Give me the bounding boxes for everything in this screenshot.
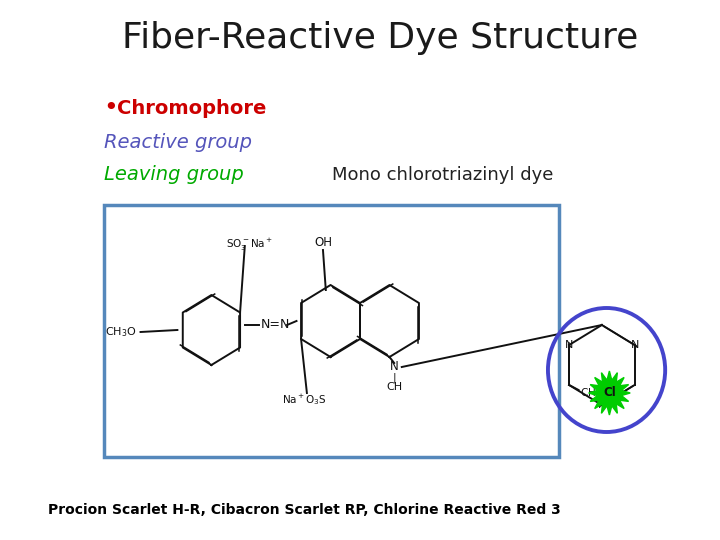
Text: •: • (104, 96, 118, 120)
Text: CH$_3$O: CH$_3$O (105, 325, 137, 339)
Text: |: | (392, 373, 396, 383)
Text: OH: OH (314, 237, 332, 249)
Text: N: N (631, 340, 639, 350)
Text: Chromophore: Chromophore (117, 98, 266, 118)
Text: CH$_3$: CH$_3$ (580, 386, 602, 400)
Text: Na$^+$O$_3$S: Na$^+$O$_3$S (282, 393, 326, 408)
Polygon shape (589, 371, 630, 415)
Text: N: N (598, 400, 606, 410)
Text: N=N: N=N (261, 319, 290, 332)
Text: Cl: Cl (603, 387, 616, 400)
Text: Fiber-Reactive Dye Structure: Fiber-Reactive Dye Structure (122, 21, 638, 55)
Text: SO$_3^-$Na$^+$: SO$_3^-$Na$^+$ (225, 237, 273, 253)
Text: Procion Scarlet H-R, Cibacron Scarlet RP, Chlorine Reactive Red 3: Procion Scarlet H-R, Cibacron Scarlet RP… (48, 503, 560, 517)
FancyBboxPatch shape (104, 205, 559, 457)
Text: Mono chlorotriazinyl dye: Mono chlorotriazinyl dye (333, 166, 554, 184)
Text: CH: CH (386, 382, 402, 392)
Text: Leaving group: Leaving group (104, 165, 243, 185)
Text: N: N (565, 340, 573, 350)
Text: Reactive group: Reactive group (104, 132, 252, 152)
Text: N: N (390, 361, 399, 374)
